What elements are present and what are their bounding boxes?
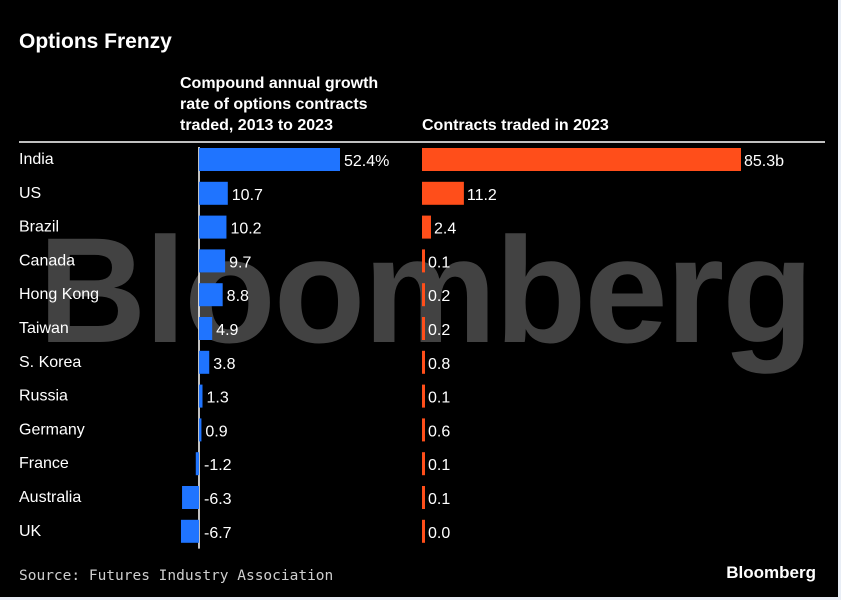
- growth-bar-australia: [182, 486, 199, 509]
- contracts-bar-uk: [422, 519, 425, 543]
- contracts-value-france: 0.1: [428, 457, 450, 474]
- category-label-hong-kong: Hong Kong: [19, 286, 99, 303]
- chart-rows: India 52.4% 85.3b US 10.7 11.2 Brazil 10.2 2.4 Ca…: [19, 147, 784, 549]
- contracts-bar-france: [422, 452, 425, 476]
- contracts-value-australia: 0.1: [428, 491, 450, 508]
- growth-bar-france: [195, 452, 199, 476]
- contracts-value-brazil: 2.4: [434, 221, 456, 238]
- category-label-uk: UK: [19, 523, 42, 540]
- bloomberg-logo: Bloomberg: [726, 563, 816, 582]
- growth-bar-s-korea: [199, 350, 210, 374]
- growth-bar-canada: [199, 249, 226, 273]
- growth-header-line-2: rate of options contracts: [180, 96, 368, 113]
- contracts-value-uk: 0.0: [428, 525, 450, 542]
- contracts-value-us: 11.2: [467, 187, 497, 204]
- growth-value-france: -1.2: [204, 457, 232, 474]
- chart-title: Options Frenzy: [19, 30, 172, 53]
- category-label-russia: Russia: [19, 388, 68, 405]
- contracts-value-hong-kong: 0.2: [428, 288, 450, 305]
- growth-header-line-3: traded, 2013 to 2023: [180, 117, 333, 134]
- source-note: Source: Futures Industry Association: [19, 568, 333, 584]
- growth-bar-brazil: [199, 215, 227, 239]
- growth-value-s-korea: 3.8: [213, 356, 235, 373]
- contracts-bar-russia: [422, 384, 425, 408]
- category-label-brazil: Brazil: [19, 219, 59, 236]
- contracts-value-taiwan: 0.2: [428, 322, 450, 339]
- growth-value-us: 10.7: [232, 187, 263, 204]
- growth-value-india: 52.4%: [344, 153, 389, 170]
- category-label-australia: Australia: [19, 489, 81, 506]
- growth-value-brazil: 10.2: [230, 221, 261, 238]
- contracts-bar-germany: [422, 418, 425, 442]
- growth-value-taiwan: 4.9: [216, 322, 238, 339]
- contracts-bar-hong-kong: [422, 283, 425, 307]
- growth-value-canada: 9.7: [229, 254, 251, 271]
- growth-bar-germany: [199, 418, 202, 442]
- contracts-header: Contracts traded in 2023: [422, 117, 609, 134]
- category-label-canada: Canada: [19, 252, 75, 269]
- growth-value-russia: 1.3: [206, 390, 228, 407]
- growth-value-uk: -6.7: [204, 525, 232, 542]
- category-label-germany: Germany: [19, 421, 85, 438]
- category-label-india: India: [19, 151, 54, 168]
- category-label-us: US: [19, 185, 41, 202]
- contracts-bar-australia: [422, 486, 425, 509]
- growth-value-hong-kong: 8.8: [227, 288, 249, 305]
- growth-bar-uk: [180, 519, 199, 543]
- category-label-france: France: [19, 455, 69, 472]
- category-label-s-korea: S. Korea: [19, 354, 81, 371]
- growth-header-line-1: Compound annual growth: [180, 75, 378, 92]
- growth-bar-taiwan: [199, 317, 213, 340]
- growth-bar-us: [199, 181, 228, 205]
- contracts-value-india: 85.3b: [744, 153, 784, 170]
- contracts-bar-india: [422, 148, 741, 171]
- contracts-bar-s-korea: [422, 350, 425, 374]
- contracts-bar-canada: [422, 249, 425, 273]
- growth-value-australia: -6.3: [204, 491, 232, 508]
- category-label-taiwan: Taiwan: [19, 320, 69, 337]
- growth-bar-hong-kong: [199, 283, 223, 307]
- contracts-bar-brazil: [422, 215, 431, 239]
- contracts-value-s-korea: 0.8: [428, 356, 450, 373]
- contracts-bar-taiwan: [422, 317, 425, 340]
- contracts-value-russia: 0.1: [428, 390, 450, 407]
- contracts-value-germany: 0.6: [428, 423, 450, 440]
- growth-bar-russia: [199, 384, 203, 408]
- growth-value-germany: 0.9: [205, 423, 227, 440]
- contracts-value-canada: 0.1: [428, 254, 450, 271]
- contracts-bar-us: [422, 181, 464, 205]
- growth-bar-india: [199, 148, 340, 171]
